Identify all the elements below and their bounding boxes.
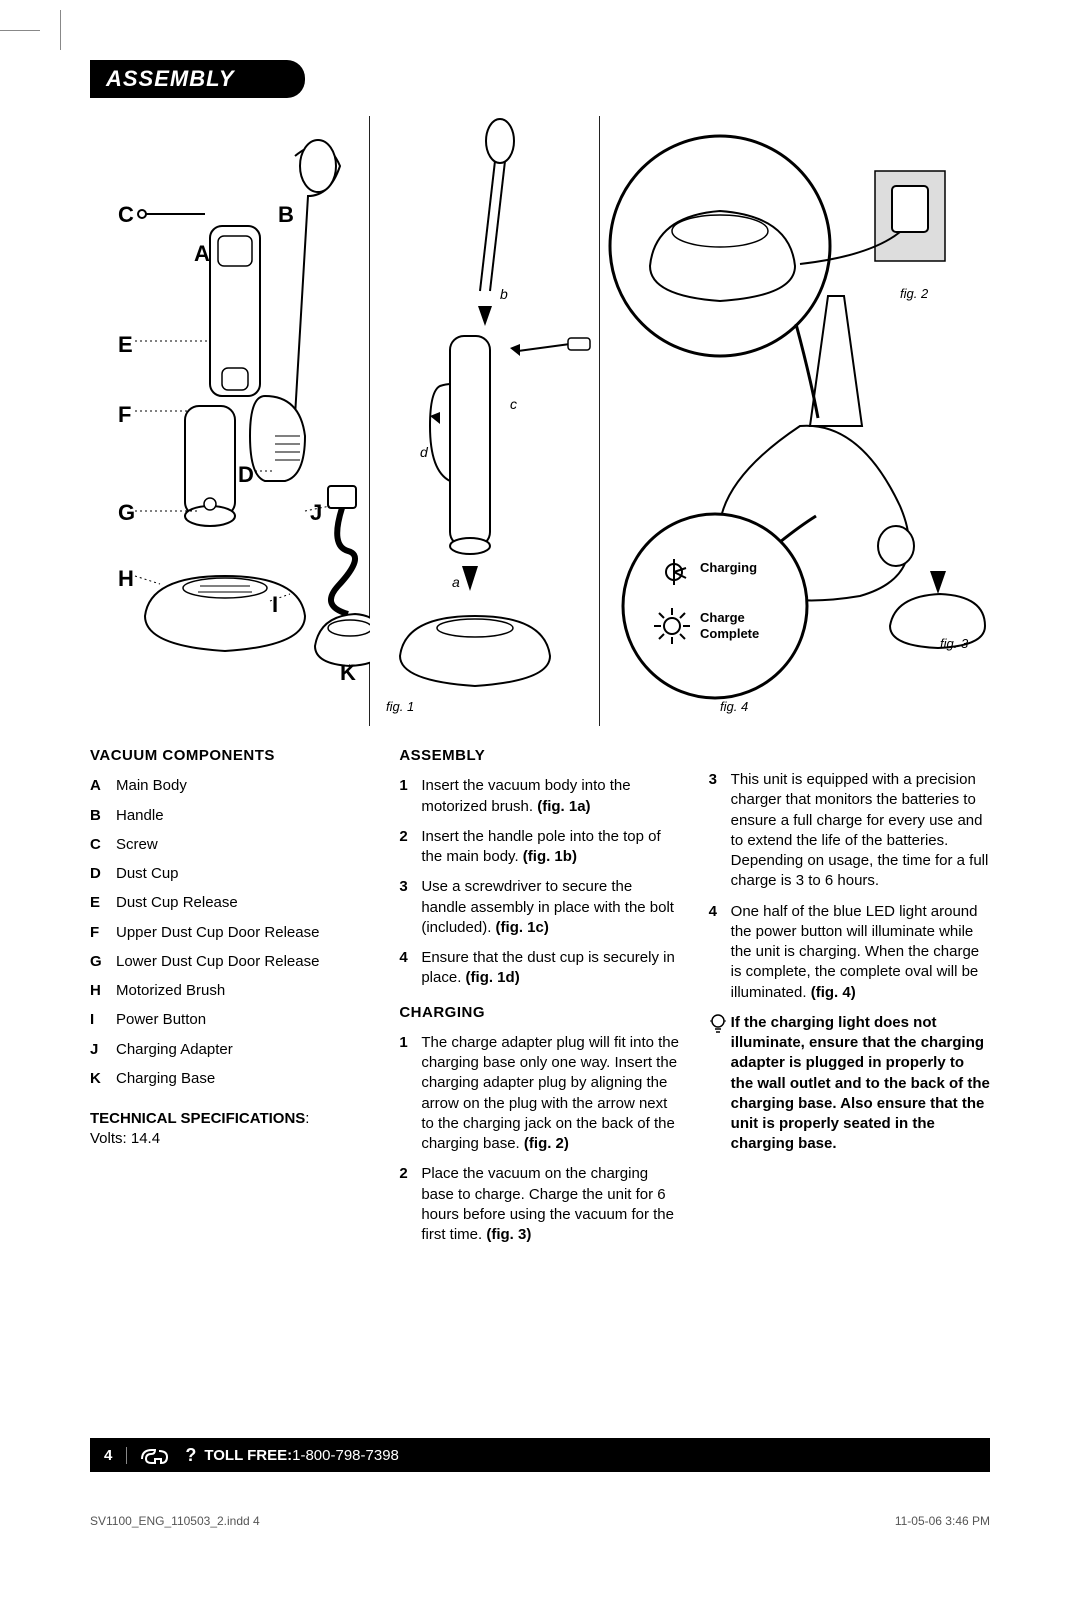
question-icon: ? bbox=[185, 1445, 196, 1466]
charge-complete-l2: Complete bbox=[700, 626, 759, 641]
charging-note: If the charging light does not illuminat… bbox=[709, 1013, 990, 1155]
section-header-pill: ASSEMBLY bbox=[90, 60, 305, 98]
fig1-caption: fig. 1 bbox=[386, 699, 414, 714]
charge-complete-icon bbox=[652, 606, 692, 646]
col-components: VACUUM COMPONENTS AMain Body BHandle CSc… bbox=[90, 746, 371, 1255]
fig1-illustration bbox=[370, 116, 600, 726]
components-heading: VACUUM COMPONENTS bbox=[90, 746, 371, 766]
label-d: D bbox=[238, 462, 254, 488]
label-1c: c bbox=[510, 396, 517, 412]
label-a: A bbox=[194, 241, 210, 267]
fig2-caption: fig. 2 bbox=[900, 286, 928, 301]
fig3-caption: fig. 3 bbox=[940, 636, 968, 651]
meta-stamp: 11-05-06 3:46 PM bbox=[895, 1514, 990, 1528]
assembly-heading: ASSEMBLY bbox=[399, 746, 680, 766]
toll-free-label: TOLL FREE: bbox=[204, 1447, 292, 1464]
label-b: B bbox=[278, 202, 294, 228]
footer-bar: 4 ? TOLL FREE: 1-800-798-7398 bbox=[90, 1438, 990, 1472]
phone-icon bbox=[139, 1444, 173, 1466]
charging-steps-left: 1The charge adapter plug will fit into t… bbox=[399, 1033, 680, 1246]
fig4-caption: fig. 4 bbox=[720, 699, 748, 714]
charging-half-icon bbox=[656, 554, 692, 590]
label-e: E bbox=[118, 332, 133, 358]
diagram-row: C B A E F D G J H I K bbox=[90, 116, 990, 726]
page: ASSEMBLY bbox=[90, 60, 990, 1550]
diagram-right: Charging Charge Complete fig. 2 fig. 3 f… bbox=[600, 116, 990, 726]
lightbulb-icon bbox=[709, 1013, 731, 1155]
charging-label: Charging bbox=[700, 560, 757, 575]
label-f: F bbox=[118, 402, 131, 428]
diagram-components: C B A E F D G J H I K bbox=[90, 116, 370, 726]
label-g: G bbox=[118, 500, 135, 526]
toll-free-number: 1-800-798-7398 bbox=[292, 1447, 399, 1464]
charging-steps-right: 3This unit is equipped with a precision … bbox=[709, 770, 990, 1003]
charging-heading: CHARGING bbox=[399, 1003, 680, 1023]
label-1b: b bbox=[500, 286, 508, 302]
label-h: H bbox=[118, 566, 134, 592]
col-assembly-charging: ASSEMBLY 1Insert the vacuum body into th… bbox=[399, 746, 680, 1255]
label-1d: d bbox=[420, 444, 428, 460]
col-charging-right: 3This unit is equipped with a precision … bbox=[709, 746, 990, 1255]
label-1a: a bbox=[452, 574, 460, 590]
diagram-fig1: b c d a fig. 1 bbox=[370, 116, 600, 726]
tech-spec: TECHNICAL SPECIFICATIONS: Volts: 14.4 bbox=[90, 1109, 371, 1150]
charge-complete-l1: Charge bbox=[700, 610, 745, 625]
label-j: J bbox=[310, 500, 322, 526]
components-list: AMain Body BHandle CScrew DDust Cup EDus… bbox=[90, 776, 371, 1089]
page-number: 4 bbox=[90, 1447, 127, 1464]
label-k: K bbox=[340, 660, 356, 686]
label-i: I bbox=[272, 592, 278, 618]
assembly-steps: 1Insert the vacuum body into the motoriz… bbox=[399, 776, 680, 988]
note-text: If the charging light does not illuminat… bbox=[731, 1013, 990, 1155]
label-c: C bbox=[118, 202, 134, 228]
meta-file: SV1100_ENG_110503_2.indd 4 bbox=[90, 1514, 260, 1528]
text-columns: VACUUM COMPONENTS AMain Body BHandle CSc… bbox=[90, 746, 990, 1255]
